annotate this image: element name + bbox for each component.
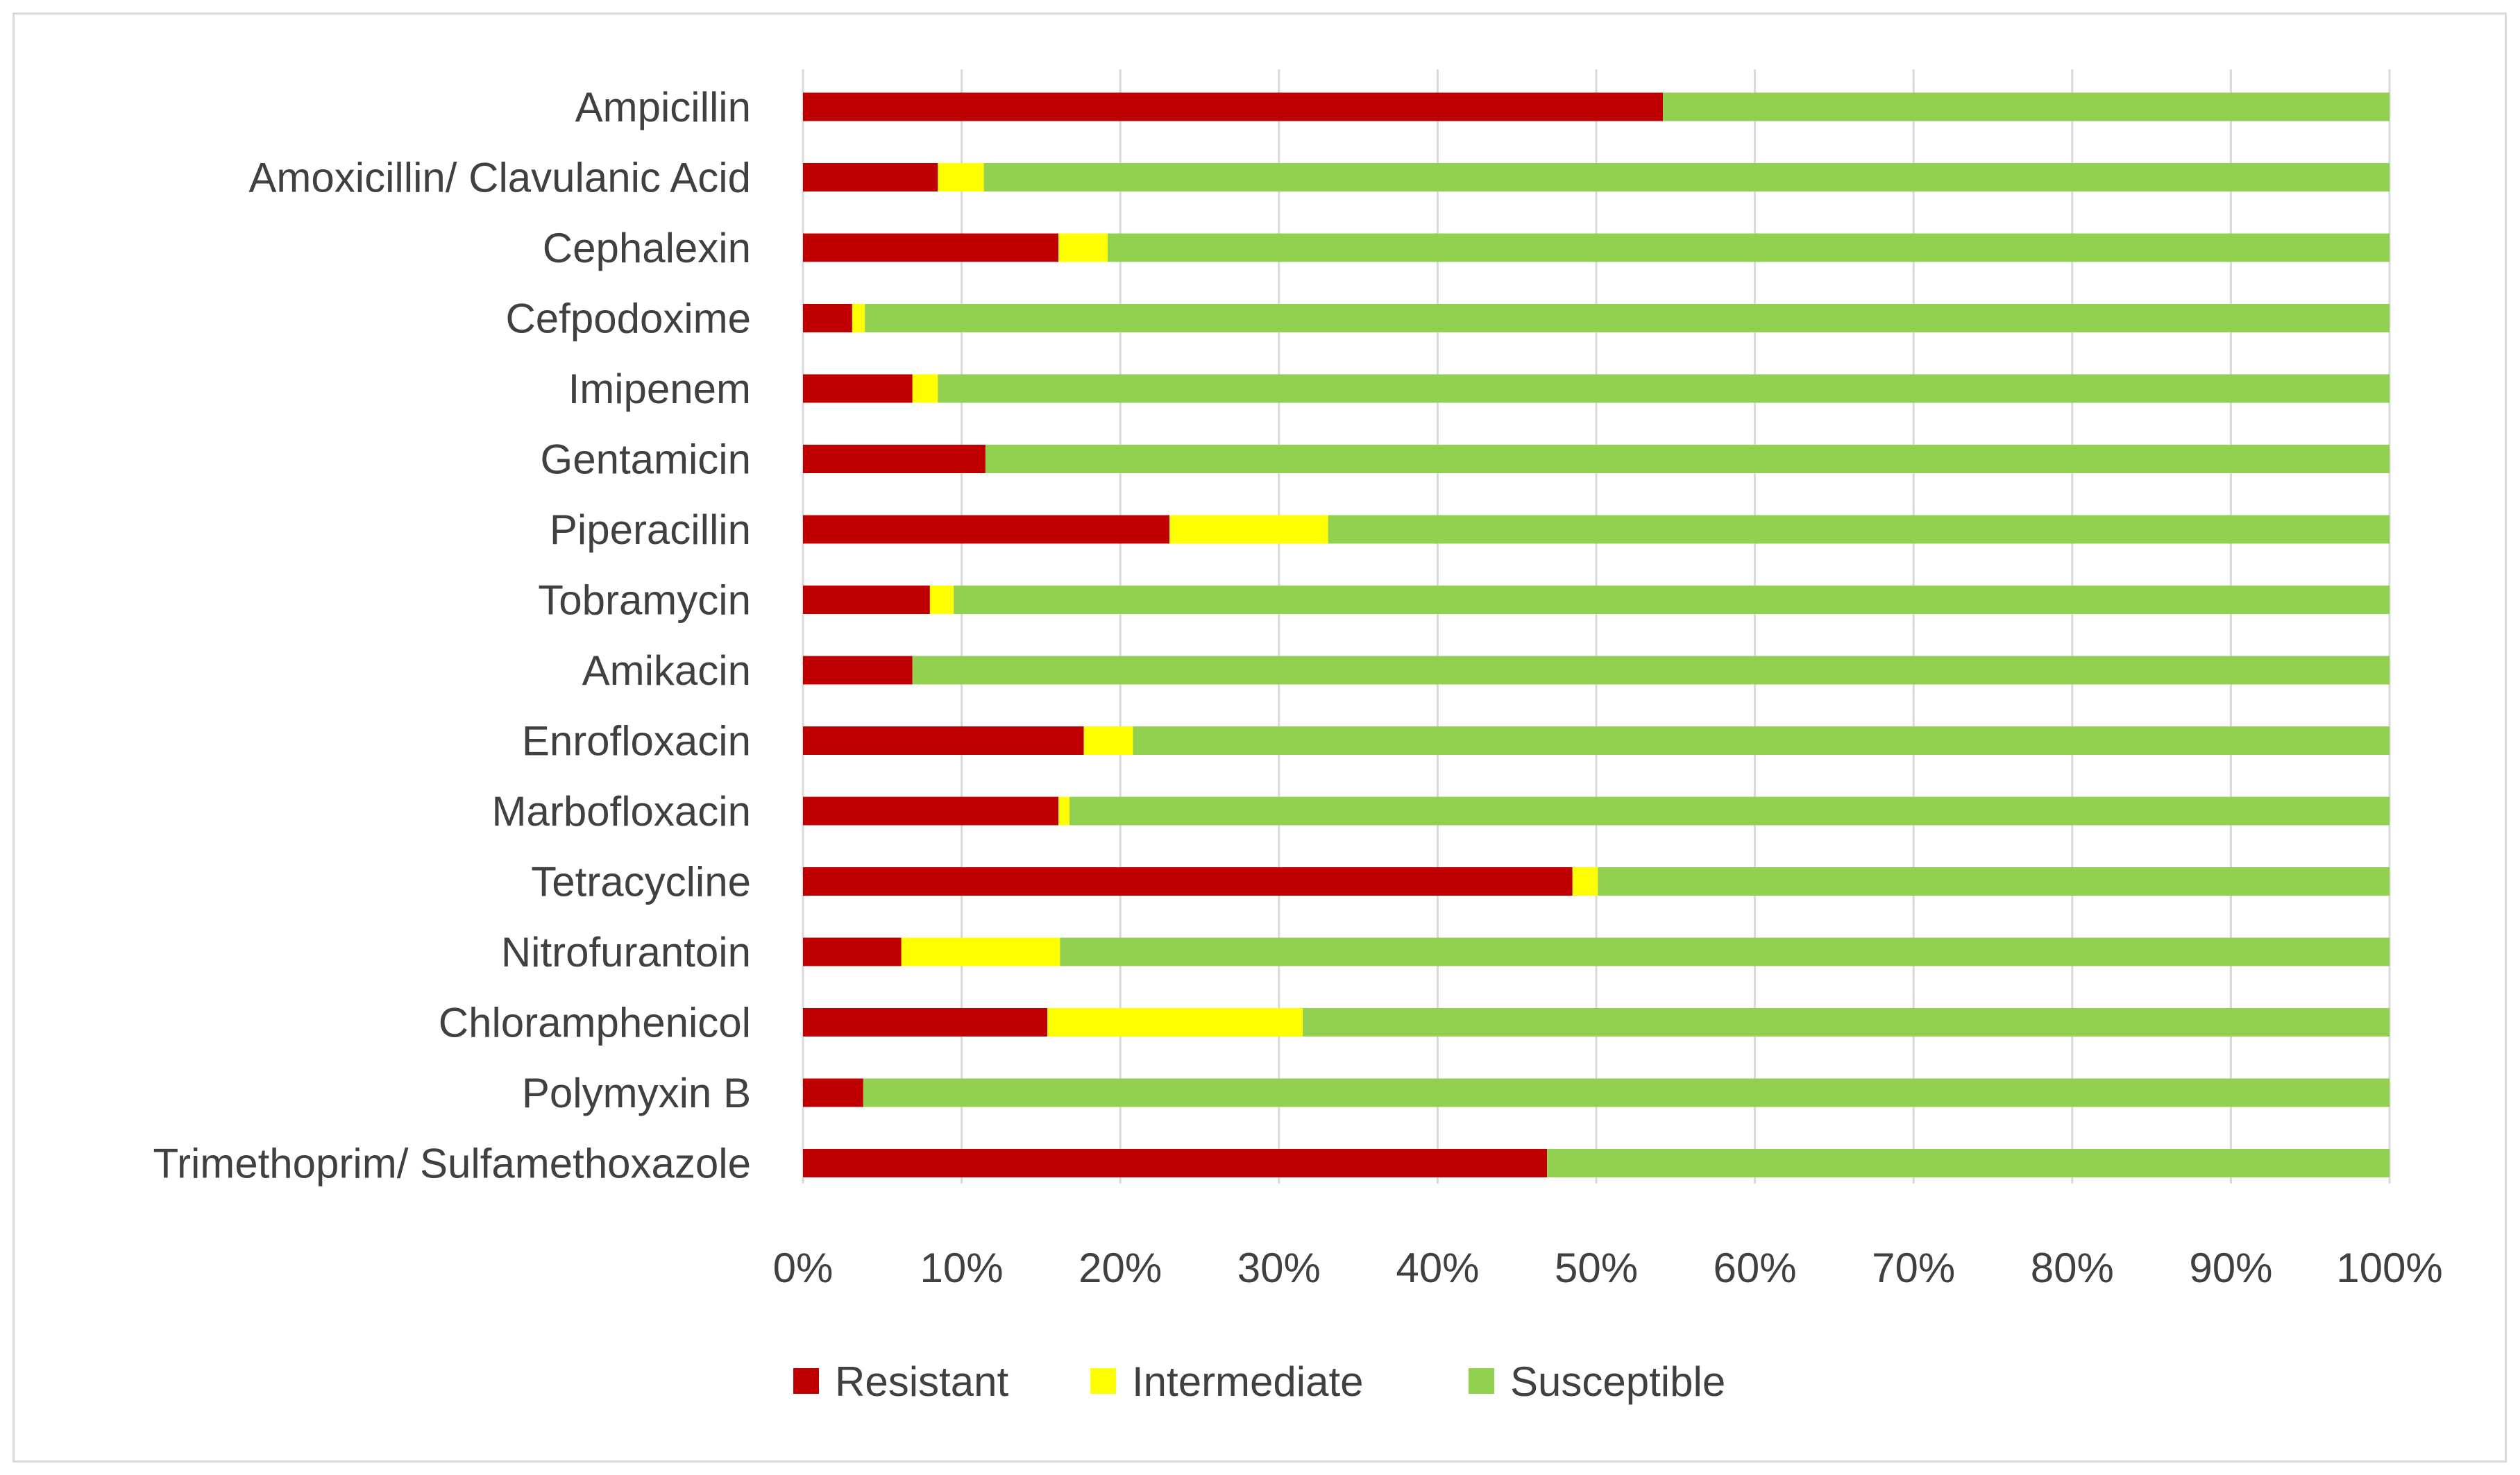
category-label: Cephalexin <box>543 225 751 271</box>
bar-resistant-8 <box>803 656 913 685</box>
category-label: Chloramphenicol <box>439 1000 751 1046</box>
bar-resistant-3 <box>803 304 852 332</box>
category-label: Cefpodoxime <box>505 296 751 342</box>
bar-susceptible-2 <box>1107 233 2390 262</box>
bar-intermediate-10 <box>1058 796 1070 826</box>
legend-item-intermediate: Intermediate <box>1090 1358 1364 1405</box>
legend-item-resistant: Resistant <box>793 1358 1008 1405</box>
bar-resistant-7 <box>803 586 930 614</box>
bar-resistant-5 <box>803 445 986 473</box>
legend-label: Intermediate <box>1132 1358 1364 1405</box>
legend-item-susceptible: Susceptible <box>1469 1358 1725 1405</box>
bar-susceptible-7 <box>954 586 2390 614</box>
category-label: Marbofloxacin <box>491 788 751 835</box>
x-tick-label: 30% <box>1237 1245 1321 1291</box>
bar-intermediate-11 <box>1572 867 1598 896</box>
bar-susceptible-9 <box>1133 726 2390 755</box>
bar-resistant-1 <box>803 163 938 191</box>
bar-susceptible-13 <box>1303 1008 2390 1037</box>
legend-swatch <box>1090 1368 1116 1394</box>
bars <box>803 92 2390 1177</box>
category-label: Tobramycin <box>538 577 751 624</box>
bar-resistant-13 <box>803 1008 1048 1037</box>
bar-resistant-10 <box>803 796 1059 826</box>
legend-swatch <box>1469 1368 1494 1394</box>
bar-susceptible-5 <box>985 445 2390 473</box>
bar-resistant-2 <box>803 233 1059 262</box>
bar-intermediate-2 <box>1058 233 1108 262</box>
bar-susceptible-3 <box>865 304 2390 332</box>
bar-resistant-9 <box>803 726 1084 755</box>
category-label: Imipenem <box>568 366 751 412</box>
bar-susceptible-11 <box>1598 867 2390 896</box>
x-tick-label: 40% <box>1396 1245 1479 1291</box>
category-label: Amoxicillin/ Clavulanic Acid <box>248 155 751 201</box>
legend-label: Susceptible <box>1510 1358 1725 1405</box>
bar-resistant-15 <box>803 1149 1548 1177</box>
category-labels: Ampicillin Amoxicillin/ Clavulanic Acid Ce… <box>153 84 751 1187</box>
legend-swatch <box>793 1368 819 1394</box>
bar-intermediate-4 <box>912 374 938 403</box>
x-tick-label: 100% <box>2336 1245 2442 1291</box>
bar-resistant-11 <box>803 867 1573 896</box>
bar-resistant-0 <box>803 92 1664 121</box>
category-label: Tetracycline <box>531 859 751 905</box>
bar-susceptible-4 <box>938 374 2390 403</box>
x-tick-label: 60% <box>1714 1245 1797 1291</box>
x-tick-label: 20% <box>1079 1245 1162 1291</box>
x-tick-label: 80% <box>2031 1245 2114 1291</box>
bar-resistant-6 <box>803 515 1170 544</box>
x-tick-label: 90% <box>2189 1245 2272 1291</box>
bar-susceptible-1 <box>983 163 2390 191</box>
bar-resistant-12 <box>803 937 902 966</box>
x-tick-label: 0% <box>773 1245 834 1291</box>
category-label: Amikacin <box>582 647 751 694</box>
bar-susceptible-15 <box>1547 1149 2390 1177</box>
bar-susceptible-10 <box>1069 796 2390 826</box>
bar-intermediate-12 <box>901 937 1060 966</box>
bar-susceptible-12 <box>1060 937 2390 966</box>
bar-susceptible-14 <box>863 1078 2390 1107</box>
legend-label: Resistant <box>835 1358 1008 1405</box>
bar-intermediate-7 <box>929 586 954 614</box>
bar-susceptible-0 <box>1663 92 2390 121</box>
bar-intermediate-6 <box>1169 515 1328 544</box>
category-label: Enrofloxacin <box>522 718 751 765</box>
legend: Resistant Intermediate Susceptible <box>793 1358 1725 1405</box>
category-label: Piperacillin <box>550 506 751 553</box>
bar-resistant-4 <box>803 374 913 403</box>
category-label: Trimethoprim/ Sulfamethoxazole <box>153 1141 751 1187</box>
bar-susceptible-8 <box>912 656 2390 685</box>
category-label: Ampicillin <box>575 84 751 130</box>
x-tick-labels: 0% 10% 20% 30% 40% 50% 60% 70% 80% 90% 100% <box>773 1245 2443 1291</box>
bar-intermediate-1 <box>938 163 984 191</box>
x-tick-label: 10% <box>920 1245 1004 1291</box>
x-tick-label: 70% <box>1872 1245 1955 1291</box>
bar-intermediate-9 <box>1083 726 1133 755</box>
category-label: Gentamicin <box>541 436 751 483</box>
bar-intermediate-3 <box>852 304 865 332</box>
x-tick-label: 50% <box>1555 1245 1638 1291</box>
category-label: Nitrofurantoin <box>501 929 751 975</box>
category-label: Polymyxin B <box>522 1070 751 1116</box>
bar-resistant-14 <box>803 1078 863 1107</box>
bar-susceptible-6 <box>1328 515 2390 544</box>
bar-intermediate-13 <box>1047 1008 1303 1037</box>
